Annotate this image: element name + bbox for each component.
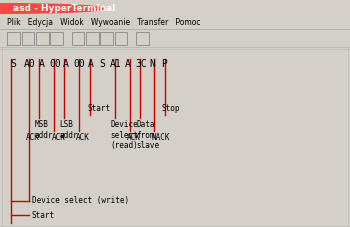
Text: Device
select
(read): Device select (read): [110, 120, 138, 150]
FancyBboxPatch shape: [136, 32, 149, 45]
Text: 3C: 3C: [136, 59, 148, 69]
FancyBboxPatch shape: [115, 32, 127, 45]
FancyBboxPatch shape: [50, 32, 63, 45]
Text: Device select (write): Device select (write): [32, 197, 129, 205]
Text: Plik   Edycja   Widok   Wywoanie   Transfer   Pomoc: Plik Edycja Widok Wywoanie Transfer Pomo…: [7, 18, 201, 27]
Text: ACK: ACK: [127, 133, 141, 142]
Text: ACK: ACK: [26, 133, 40, 142]
FancyBboxPatch shape: [22, 32, 34, 45]
Text: A1: A1: [110, 59, 122, 69]
Circle shape: [0, 4, 104, 13]
FancyBboxPatch shape: [7, 32, 20, 45]
Text: ACK: ACK: [51, 133, 65, 142]
Text: S: S: [100, 59, 106, 69]
FancyBboxPatch shape: [72, 32, 84, 45]
Text: A: A: [125, 59, 131, 69]
Text: asd - HyperTerminal: asd - HyperTerminal: [13, 4, 116, 13]
Text: MSB
addr: MSB addr: [34, 120, 53, 140]
Text: Stop: Stop: [161, 104, 180, 113]
FancyBboxPatch shape: [36, 32, 49, 45]
Text: A0: A0: [24, 59, 36, 69]
FancyBboxPatch shape: [86, 32, 99, 45]
Text: P: P: [161, 59, 167, 69]
Text: N: N: [150, 59, 156, 69]
Text: 00: 00: [74, 59, 85, 69]
Text: NACK: NACK: [151, 133, 170, 142]
Text: A: A: [38, 59, 44, 69]
Text: ACK: ACK: [76, 133, 90, 142]
Text: Start: Start: [88, 104, 111, 113]
Text: LSB
addr: LSB addr: [60, 120, 78, 140]
FancyBboxPatch shape: [100, 32, 113, 45]
Text: Data
from
slave: Data from slave: [136, 120, 160, 150]
Text: A: A: [63, 59, 69, 69]
Text: A: A: [88, 59, 94, 69]
Text: 00: 00: [49, 59, 61, 69]
Text: S: S: [10, 59, 16, 69]
Text: Start: Start: [32, 211, 55, 220]
